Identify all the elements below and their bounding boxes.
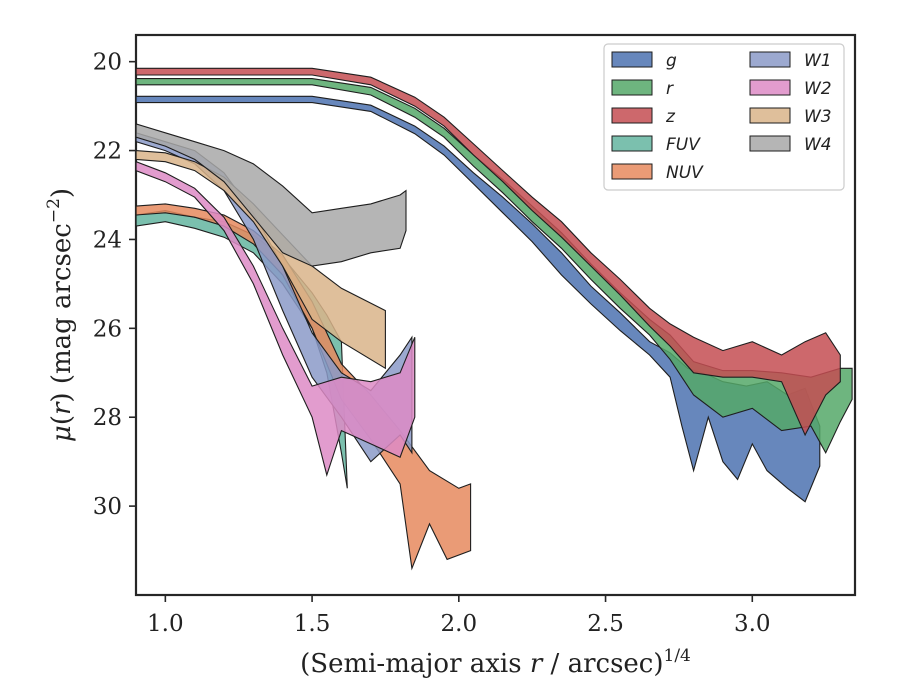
legend: grz FUV NUV W1 W2 W3 W4 xyxy=(603,43,845,191)
legend-label-nuv: NUV xyxy=(666,163,704,183)
y-axis-label: μ(r) (mag arcsec−2) xyxy=(44,188,77,442)
legend-label-w2: W2 xyxy=(804,79,832,99)
x-tick-label: 1.5 xyxy=(294,611,331,637)
x-tick-label: 2.5 xyxy=(587,611,624,637)
axis-ticks: 1.0 1.5 2.0 2.5 3.0 20 22 24 26 28 30 xyxy=(93,50,771,637)
plot-frame xyxy=(134,33,857,597)
series-band-z xyxy=(136,67,841,437)
series-band-w2 xyxy=(136,161,416,477)
y-tick-label: 28 xyxy=(93,405,122,431)
y-tick-label: 26 xyxy=(93,316,122,342)
legend-swatch-g xyxy=(611,51,653,68)
legend-label-w1: W1 xyxy=(804,51,832,71)
plot-area xyxy=(134,33,857,597)
legend-label-g: g xyxy=(666,51,677,71)
x-tick-label: 3.0 xyxy=(734,611,771,637)
series-band-w4 xyxy=(136,123,407,267)
legend-label-w3: W3 xyxy=(804,107,832,127)
legend-label-fuv: FUV xyxy=(666,135,701,155)
legend-swatch-z xyxy=(611,107,653,124)
x-axis-label: (Semi-major axis r / arcsec)1/4 xyxy=(300,646,691,679)
legend-swatch-nuv xyxy=(611,163,653,180)
y-tick-label: 24 xyxy=(93,227,122,253)
legend-swatch-w1 xyxy=(749,51,791,68)
y-tick-label: 30 xyxy=(93,494,122,520)
legend-label-r: r xyxy=(666,79,674,99)
x-tick-label: 2.0 xyxy=(441,611,478,637)
series-layer xyxy=(136,67,853,571)
legend-swatch-w3 xyxy=(749,107,791,124)
legend-swatch-w2 xyxy=(749,79,791,96)
series-band-g xyxy=(136,95,821,503)
legend-label-z: z xyxy=(665,107,676,127)
legend-swatch-fuv xyxy=(611,135,653,152)
legend-swatch-r xyxy=(611,79,653,96)
legend-swatch-w4 xyxy=(749,135,791,152)
y-tick-label: 22 xyxy=(93,139,122,165)
x-tick-label: 1.0 xyxy=(147,611,184,637)
y-tick-label: 20 xyxy=(93,50,122,76)
legend-label-w4: W4 xyxy=(804,135,832,155)
